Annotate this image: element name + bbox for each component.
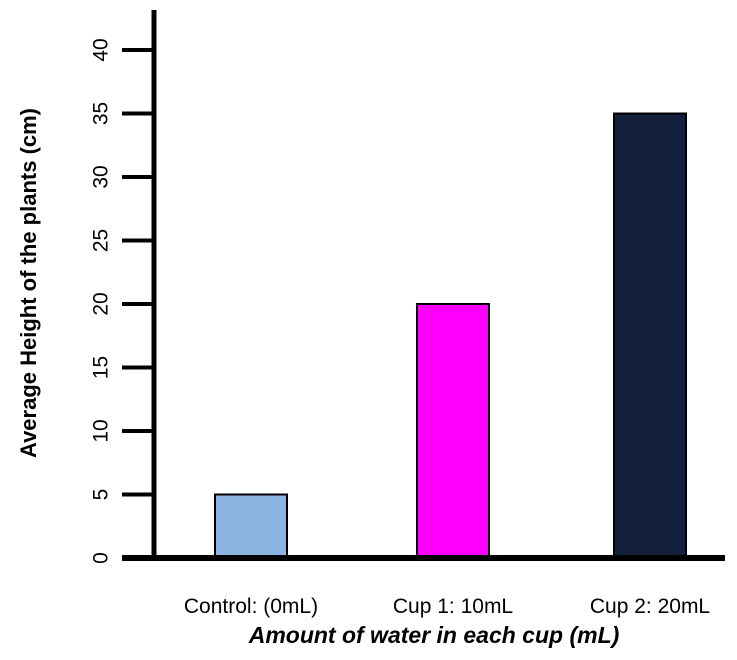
y-tick-label: 30 <box>90 165 113 188</box>
y-tick-label: 20 <box>90 292 113 315</box>
y-tick-label: 0 <box>90 552 113 564</box>
y-axis: 0 5 10 15 20 25 30 35 40 <box>90 10 157 564</box>
x-category-label: Cup 1: 10mL <box>393 595 513 618</box>
y-tick-label: 10 <box>90 419 113 442</box>
bar <box>214 493 288 559</box>
bar <box>416 303 490 559</box>
y-tick-label: 15 <box>90 356 113 379</box>
y-tick-label: 40 <box>90 38 113 61</box>
x-axis: Control: (0mL) Cup 1: 10mL Cup 2: 20mL <box>122 555 725 618</box>
y-tick-label: 25 <box>90 229 113 252</box>
bars <box>214 112 687 559</box>
x-category-label: Cup 2: 20mL <box>590 595 710 618</box>
y-tick-label: 35 <box>90 102 113 125</box>
y-axis-title: Average Height of the plants (cm) <box>16 108 41 458</box>
bar <box>613 112 687 559</box>
x-category-label: Control: (0mL) <box>184 595 318 618</box>
y-tick-label: 5 <box>90 489 113 501</box>
x-axis-title: Amount of water in each cup (mL) <box>248 622 620 648</box>
